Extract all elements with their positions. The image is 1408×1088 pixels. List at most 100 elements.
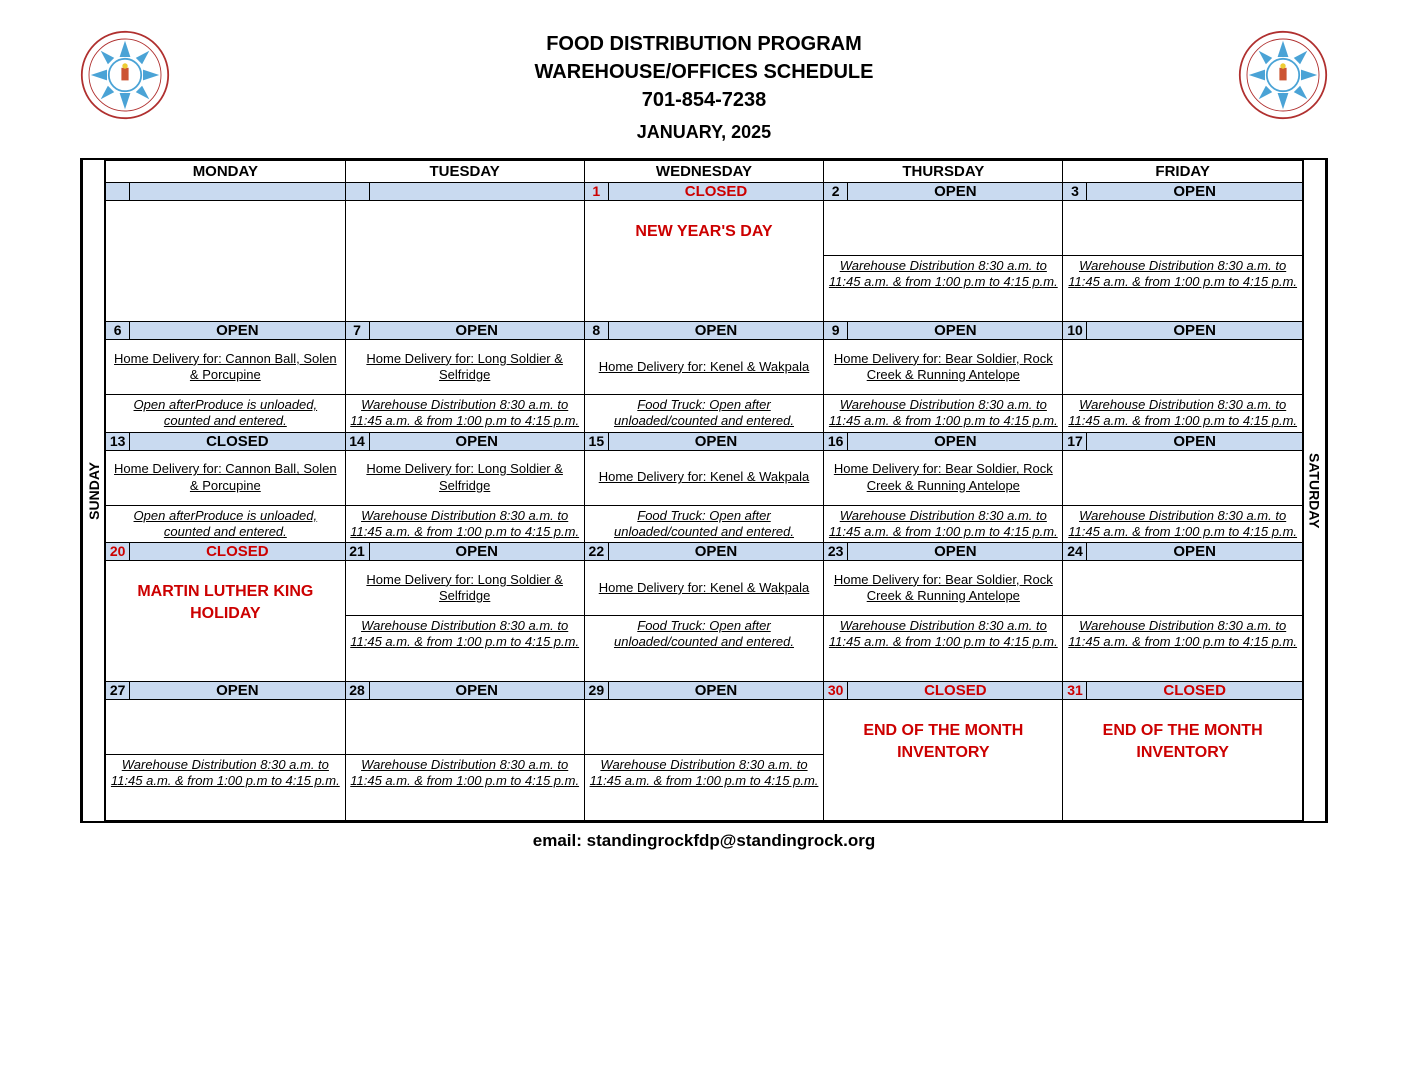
week-detail-row: MARTIN LUTHER KING HOLIDAYHome Delivery … <box>106 561 1303 682</box>
day-detail-cell: Home Delivery for: Cannon Ball, Solen & … <box>106 450 345 543</box>
detail-upper: Home Delivery for: Cannon Ball, Solen & … <box>106 451 344 505</box>
day-detail-cell: Home Delivery for: Bear Soldier, Rock Cr… <box>824 561 1063 682</box>
date-number: 22 <box>584 543 608 561</box>
detail-lower: Warehouse Distribution 8:30 a.m. to 11:4… <box>824 615 1062 653</box>
week-status-row: 13CLOSED14OPEN15OPEN16OPEN17OPEN <box>106 432 1303 450</box>
date-number: 28 <box>345 682 369 700</box>
day-header: TUESDAY <box>345 161 584 183</box>
sunday-column: SUNDAY <box>82 160 105 821</box>
day-detail-cell: Home Delivery for: Bear Soldier, Rock Cr… <box>824 340 1063 433</box>
status-cell: OPEN <box>1087 183 1302 201</box>
holiday-text: END OF THE MONTH INVENTORY <box>1063 700 1301 785</box>
date-number: 17 <box>1063 432 1087 450</box>
week-detail-row: Warehouse Distribution 8:30 a.m. to 11:4… <box>106 700 1303 821</box>
date-number: 7 <box>345 322 369 340</box>
tribal-seal-left <box>80 30 170 120</box>
calendar-wrapper: SUNDAY MONDAY TUESDAY WEDNESDAY THURSDAY… <box>80 158 1328 823</box>
detail-upper <box>346 700 584 754</box>
detail-upper: Home Delivery for: Long Soldier & Selfri… <box>346 451 584 505</box>
detail-upper: Home Delivery for: Long Soldier & Selfri… <box>346 561 584 615</box>
date-number: 24 <box>1063 543 1087 561</box>
date-number: 31 <box>1063 682 1087 700</box>
date-number: 14 <box>345 432 369 450</box>
detail-upper <box>346 201 584 255</box>
week-detail-row: Home Delivery for: Cannon Ball, Solen & … <box>106 340 1303 433</box>
week-status-row: 1CLOSED2OPEN3OPEN <box>106 183 1303 201</box>
status-cell: OPEN <box>1087 322 1302 340</box>
detail-lower: Food Truck: Open after unloaded/counted … <box>585 394 823 432</box>
day-detail-cell: Home Delivery for: Cannon Ball, Solen & … <box>106 340 345 433</box>
document-header: FOOD DISTRIBUTION PROGRAM WAREHOUSE/OFFI… <box>80 30 1328 143</box>
day-detail-cell: Warehouse Distribution 8:30 a.m. to 11:4… <box>1063 450 1302 543</box>
status-cell: OPEN <box>369 322 584 340</box>
week-status-row: 27OPEN28OPEN29OPEN30CLOSED31CLOSED <box>106 682 1303 700</box>
status-cell: CLOSED <box>1087 682 1302 700</box>
detail-upper <box>1063 561 1301 615</box>
date-number: 15 <box>584 432 608 450</box>
day-detail-cell: END OF THE MONTH INVENTORY <box>1063 700 1302 821</box>
day-header: WEDNESDAY <box>584 161 823 183</box>
detail-upper: Home Delivery for: Kenel & Wakpala <box>585 561 823 615</box>
week-status-row: 20CLOSED21OPEN22OPEN23OPEN24OPEN <box>106 543 1303 561</box>
detail-lower: Warehouse Distribution 8:30 a.m. to 11:4… <box>824 255 1062 293</box>
calendar-table: MONDAY TUESDAY WEDNESDAY THURSDAY FRIDAY… <box>105 160 1303 821</box>
detail-lower: Warehouse Distribution 8:30 a.m. to 11:4… <box>346 505 584 543</box>
header-phone: 701-854-7238 <box>80 86 1328 114</box>
detail-upper: Home Delivery for: Kenel & Wakpala <box>585 340 823 394</box>
week-detail-row: Home Delivery for: Cannon Ball, Solen & … <box>106 450 1303 543</box>
footer-email: email: standingrockfdp@standingrock.org <box>80 831 1328 851</box>
day-detail-cell: Home Delivery for: Kenel & WakpalaFood T… <box>584 561 823 682</box>
day-detail-cell: Warehouse Distribution 8:30 a.m. to 11:4… <box>584 700 823 821</box>
status-cell: OPEN <box>1087 543 1302 561</box>
status-cell: CLOSED <box>848 682 1063 700</box>
day-header: FRIDAY <box>1063 161 1302 183</box>
holiday-text: END OF THE MONTH INVENTORY <box>824 700 1062 785</box>
detail-lower: Open afterProduce is unloaded, counted a… <box>106 394 344 432</box>
status-cell <box>369 183 584 201</box>
date-number: 21 <box>345 543 369 561</box>
status-cell <box>130 183 345 201</box>
date-number: 1 <box>584 183 608 201</box>
status-cell: OPEN <box>848 543 1063 561</box>
header-line1: FOOD DISTRIBUTION PROGRAM <box>80 30 1328 58</box>
day-detail-cell: Home Delivery for: Kenel & WakpalaFood T… <box>584 450 823 543</box>
status-cell: OPEN <box>369 432 584 450</box>
holiday-text: NEW YEAR'S DAY <box>585 201 823 263</box>
status-cell: CLOSED <box>130 432 345 450</box>
detail-upper <box>1063 201 1301 255</box>
detail-lower: Warehouse Distribution 8:30 a.m. to 11:4… <box>346 394 584 432</box>
status-cell: OPEN <box>1087 432 1302 450</box>
date-number: 13 <box>106 432 130 450</box>
status-cell: OPEN <box>608 432 823 450</box>
day-detail-cell: Home Delivery for: Kenel & WakpalaFood T… <box>584 340 823 433</box>
status-cell: OPEN <box>130 682 345 700</box>
status-cell: OPEN <box>848 432 1063 450</box>
status-cell: OPEN <box>848 183 1063 201</box>
header-line2: WAREHOUSE/OFFICES SCHEDULE <box>80 58 1328 86</box>
day-header: MONDAY <box>106 161 345 183</box>
detail-lower: Warehouse Distribution 8:30 a.m. to 11:4… <box>824 505 1062 543</box>
date-number: 23 <box>824 543 848 561</box>
day-detail-cell: Home Delivery for: Long Soldier & Selfri… <box>345 450 584 543</box>
date-number <box>106 183 130 201</box>
status-cell: CLOSED <box>130 543 345 561</box>
detail-upper <box>1063 340 1301 394</box>
date-number: 16 <box>824 432 848 450</box>
detail-upper <box>824 201 1062 255</box>
date-number: 29 <box>584 682 608 700</box>
detail-upper: Home Delivery for: Long Soldier & Selfri… <box>346 340 584 394</box>
detail-upper <box>1063 451 1301 505</box>
status-cell: OPEN <box>369 543 584 561</box>
date-number <box>345 183 369 201</box>
date-number: 8 <box>584 322 608 340</box>
day-detail-cell: END OF THE MONTH INVENTORY <box>824 700 1063 821</box>
day-detail-cell: Warehouse Distribution 8:30 a.m. to 11:4… <box>1063 561 1302 682</box>
day-header-row: MONDAY TUESDAY WEDNESDAY THURSDAY FRIDAY <box>106 161 1303 183</box>
detail-lower: Warehouse Distribution 8:30 a.m. to 11:4… <box>1063 394 1301 432</box>
status-cell: OPEN <box>848 322 1063 340</box>
detail-upper: Home Delivery for: Kenel & Wakpala <box>585 451 823 505</box>
day-detail-cell: NEW YEAR'S DAY <box>584 201 823 322</box>
day-header: THURSDAY <box>824 161 1063 183</box>
detail-upper <box>585 700 823 754</box>
date-number: 6 <box>106 322 130 340</box>
